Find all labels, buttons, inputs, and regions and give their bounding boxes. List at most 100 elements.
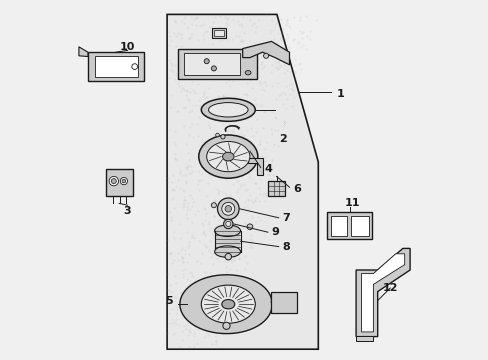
Point: [203, 180, 211, 186]
Point: [278, 58, 286, 64]
Point: [221, 96, 229, 102]
Point: [192, 60, 200, 66]
Point: [219, 93, 226, 99]
Point: [280, 53, 287, 59]
Point: [254, 80, 262, 86]
Point: [260, 87, 268, 93]
Point: [214, 73, 222, 78]
Point: [229, 255, 237, 261]
Point: [286, 69, 294, 75]
Point: [177, 172, 185, 177]
Point: [187, 233, 195, 238]
Point: [182, 165, 190, 170]
Point: [203, 47, 211, 53]
Point: [259, 125, 267, 130]
Point: [255, 191, 263, 197]
Point: [301, 46, 309, 52]
Point: [196, 316, 203, 322]
Point: [178, 19, 185, 24]
Point: [217, 314, 225, 320]
Point: [226, 303, 234, 309]
Point: [179, 64, 186, 70]
Point: [289, 87, 297, 93]
Point: [169, 186, 177, 192]
Point: [178, 70, 185, 76]
Point: [191, 15, 199, 21]
Point: [278, 89, 286, 95]
Point: [274, 144, 282, 149]
Point: [243, 260, 250, 266]
Point: [295, 39, 303, 45]
Point: [274, 66, 282, 72]
Point: [185, 329, 193, 334]
Point: [169, 195, 177, 201]
Ellipse shape: [246, 224, 252, 230]
Point: [183, 207, 190, 213]
Point: [262, 46, 269, 52]
Point: [229, 162, 237, 168]
Point: [236, 37, 244, 43]
Point: [215, 13, 223, 18]
Point: [200, 91, 207, 97]
Point: [241, 222, 249, 228]
Point: [232, 63, 240, 69]
Point: [250, 199, 258, 204]
Point: [165, 283, 173, 288]
Point: [239, 14, 246, 20]
Point: [279, 70, 287, 76]
Point: [167, 289, 175, 295]
Point: [295, 18, 303, 23]
Point: [184, 200, 192, 206]
Point: [248, 157, 256, 163]
Point: [224, 219, 232, 224]
Point: [257, 62, 264, 67]
Point: [285, 25, 293, 31]
Point: [186, 207, 194, 212]
Point: [273, 65, 281, 71]
Point: [278, 26, 286, 32]
Point: [190, 235, 198, 241]
Point: [173, 108, 181, 114]
Point: [186, 63, 194, 68]
Point: [180, 123, 187, 129]
Point: [202, 243, 210, 249]
Point: [241, 253, 248, 259]
Point: [235, 135, 243, 141]
Point: [174, 177, 182, 183]
Point: [268, 83, 276, 89]
Point: [240, 30, 248, 36]
Point: [199, 275, 207, 280]
Point: [172, 43, 180, 49]
Point: [167, 306, 175, 312]
Ellipse shape: [122, 179, 125, 183]
Point: [224, 321, 232, 327]
Point: [227, 278, 235, 284]
Point: [264, 172, 271, 177]
Point: [205, 239, 213, 244]
Point: [214, 132, 222, 138]
Point: [234, 178, 242, 184]
Point: [252, 57, 260, 62]
Point: [252, 220, 260, 225]
Point: [257, 81, 264, 86]
Ellipse shape: [214, 246, 240, 257]
Point: [243, 196, 251, 202]
Point: [277, 30, 285, 35]
Point: [199, 230, 206, 235]
Text: 7: 7: [282, 213, 289, 223]
Point: [251, 29, 259, 35]
Point: [234, 18, 242, 24]
Point: [203, 156, 211, 162]
Point: [178, 254, 186, 260]
Point: [222, 98, 230, 103]
Point: [262, 139, 270, 145]
Point: [222, 80, 229, 85]
Point: [236, 185, 244, 190]
Point: [170, 205, 178, 211]
Point: [236, 207, 244, 213]
Point: [198, 294, 206, 300]
Point: [194, 177, 202, 183]
Point: [246, 192, 254, 197]
Bar: [178, 49, 257, 79]
Point: [166, 251, 174, 256]
